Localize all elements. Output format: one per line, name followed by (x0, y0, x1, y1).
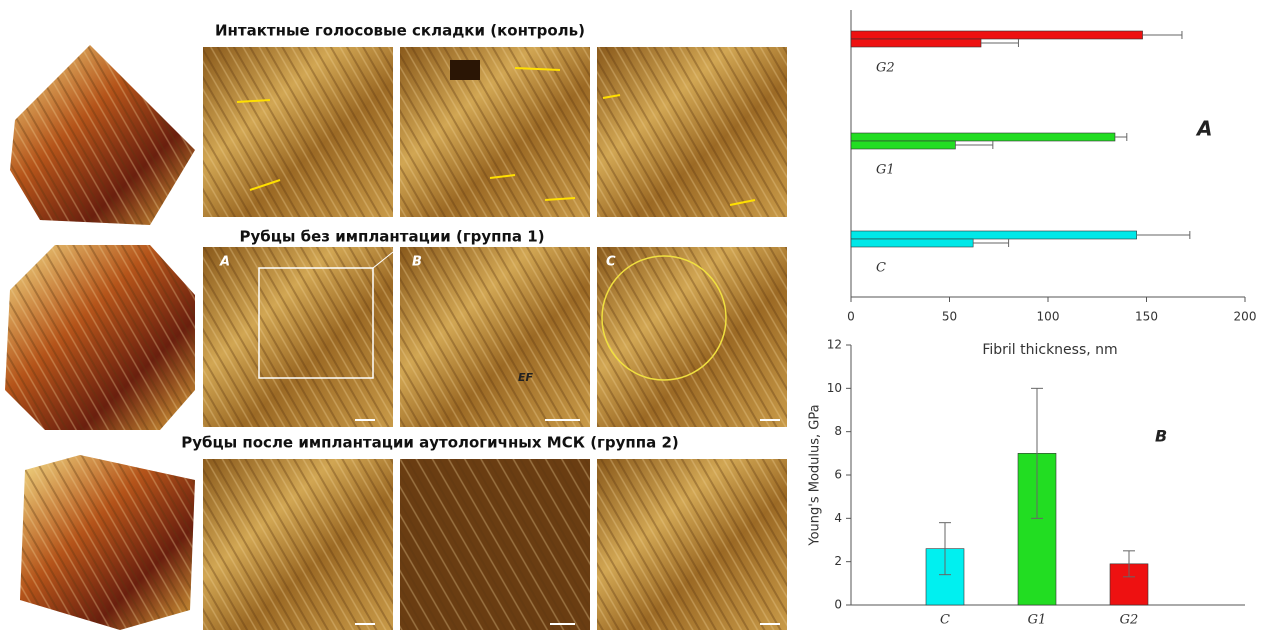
y-tick-label: 10 (827, 381, 842, 395)
category-label: G1 (1028, 613, 1047, 628)
y-tick-label: 0 (834, 598, 842, 612)
afm-images (203, 47, 787, 630)
panel-label: A (1195, 117, 1212, 141)
category-label: G1 (876, 163, 895, 178)
category-label: C (876, 261, 886, 276)
y-tick-label: 4 (834, 511, 842, 525)
x-tick-label: 50 (942, 310, 957, 324)
image-label: B (412, 255, 422, 270)
bar (851, 31, 1143, 39)
x-tick-label: 100 (1037, 310, 1060, 324)
row-title: Интактные голосовые складки (контроль) (215, 22, 585, 40)
bar (851, 141, 955, 149)
category-label: C (940, 613, 950, 628)
y-tick-label: 12 (827, 338, 842, 352)
image-label: EF (518, 371, 534, 384)
bar (851, 231, 1137, 239)
y-tick-label: 8 (834, 424, 842, 438)
x-tick-label: 150 (1135, 310, 1158, 324)
y-tick-label: 2 (834, 554, 842, 568)
row-title: Рубцы без имплантации (группа 1) (239, 228, 544, 246)
x-tick-label: 200 (1234, 310, 1257, 324)
bar (851, 133, 1115, 141)
x-tick-label: 0 (847, 310, 855, 324)
bar (851, 239, 973, 247)
figure: Интактные голосовые складки (контроль) Р… (0, 0, 1266, 630)
y-axis-label: Young's Modulus, GPa (808, 404, 823, 546)
row-title: Рубцы после имплантации аутологичных МСК… (181, 434, 679, 452)
afm-3d-images (5, 45, 195, 630)
panel-label: B (1155, 427, 1167, 446)
category-label: G2 (876, 61, 895, 76)
image-label: A (219, 255, 230, 270)
image-label: C (606, 255, 616, 270)
x-axis-label: Fibril thickness, nm (982, 342, 1117, 358)
category-label: G2 (1120, 613, 1139, 628)
bar (851, 39, 981, 47)
y-tick-label: 6 (834, 468, 842, 482)
